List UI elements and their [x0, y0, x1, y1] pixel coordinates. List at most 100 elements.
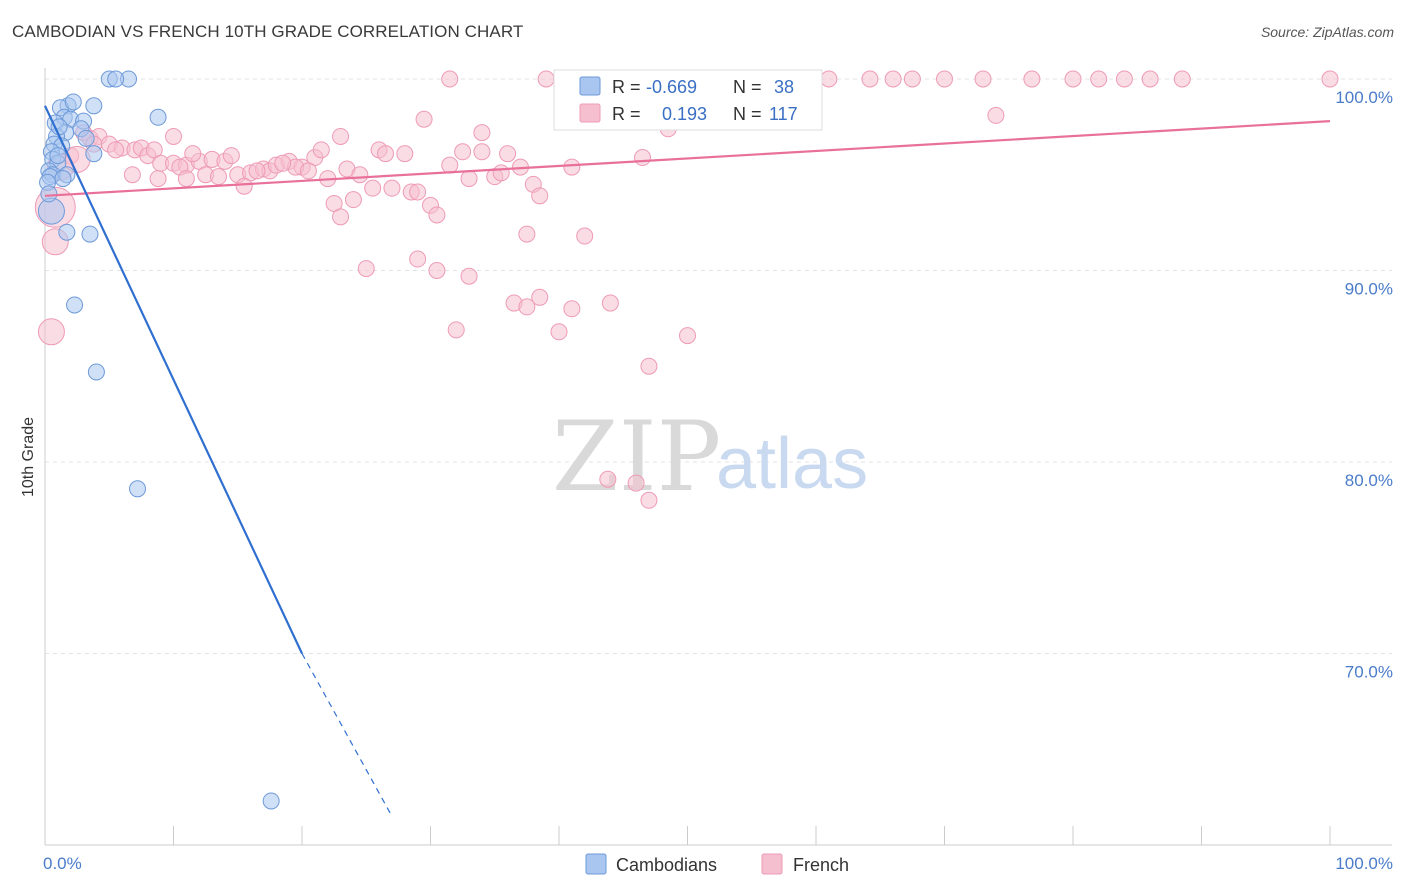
french-point — [364, 179, 382, 197]
french-point — [396, 145, 414, 163]
x-tick-label-min: 0.0% — [43, 854, 82, 873]
french-point — [165, 127, 182, 145]
french-point — [428, 262, 446, 279]
french-point — [1023, 70, 1041, 88]
french-point — [332, 127, 350, 145]
french-point — [974, 70, 992, 88]
legend-n-value: 117 — [769, 104, 798, 124]
legend-n-label: N = — [733, 77, 762, 97]
french-point — [441, 156, 459, 174]
legend-r-label: R = — [612, 77, 641, 97]
french-point — [563, 300, 581, 318]
watermark-zip: ZIP — [552, 401, 721, 513]
french-point — [537, 70, 555, 88]
french-point — [820, 70, 838, 88]
french-point — [634, 149, 652, 167]
french-point — [473, 124, 491, 142]
cambodian-point — [85, 145, 103, 163]
cambodian-point — [40, 185, 58, 203]
french-point — [1141, 70, 1159, 88]
french-point — [149, 170, 167, 188]
watermark-atlas: atlas — [716, 424, 868, 504]
legend: R = -0.669 N = 38 R = 0.193 N = 117 — [553, 69, 823, 131]
cambodian-point — [58, 223, 76, 241]
french-point — [1090, 70, 1108, 88]
cambodian-point — [85, 97, 103, 115]
x-tick-label-max: 100.0% — [1335, 854, 1393, 873]
cambodian-trend-extension — [301, 653, 393, 817]
french-point — [441, 70, 459, 88]
french-point — [222, 147, 240, 165]
french-point — [409, 250, 427, 268]
cambodian-point — [149, 108, 167, 126]
french-point — [936, 70, 953, 88]
french-point — [447, 321, 465, 339]
french-point — [123, 166, 141, 184]
french-point — [518, 298, 536, 316]
source-label: Source: ZipAtlas.com — [1260, 24, 1394, 40]
y-tick-label: 80.0% — [1345, 471, 1393, 490]
french-point — [499, 145, 517, 163]
french-point — [531, 288, 549, 306]
cambodian-point — [49, 147, 67, 165]
french-point — [454, 143, 472, 161]
legend-r-value: -0.669 — [646, 77, 697, 97]
axes — [44, 68, 1392, 846]
tick-labels: 70.0% 80.0% 90.0% 100.0% 0.0% 100.0% — [43, 88, 1393, 873]
french-point — [903, 70, 921, 88]
gridlines — [45, 78, 1392, 654]
cambodian-point — [129, 480, 147, 498]
legend-n-label: N = — [733, 104, 762, 124]
french-point — [274, 154, 292, 172]
french-point — [460, 267, 478, 285]
french-point — [473, 143, 491, 161]
legend-r-value: 0.193 — [662, 104, 707, 124]
french-point — [563, 158, 581, 176]
legend-swatch-french — [579, 103, 601, 123]
french-point — [576, 227, 594, 245]
cambodian-point — [54, 170, 72, 188]
legend-r-label: R = — [612, 104, 641, 124]
french-point — [531, 187, 549, 205]
french-point — [550, 323, 568, 341]
french-point — [518, 225, 536, 243]
french-point — [987, 106, 1005, 124]
cambodian-point — [64, 93, 82, 111]
french-point — [184, 145, 202, 163]
french-point — [107, 141, 125, 159]
cambodian-point — [81, 225, 99, 243]
cambodian-point — [262, 792, 280, 810]
french-point — [1173, 70, 1191, 88]
french-point — [1064, 70, 1082, 88]
cambodian-point — [37, 197, 65, 225]
french-point — [383, 179, 401, 197]
y-tick-label: 70.0% — [1345, 663, 1393, 682]
french-point — [235, 177, 253, 195]
french-point — [351, 166, 369, 184]
bottom-legend-cambodians: Cambodians — [616, 855, 717, 875]
bottom-legend-swatch-french — [761, 853, 783, 875]
french-point — [884, 70, 902, 88]
french-point — [377, 145, 395, 163]
french-trend-line — [44, 120, 1331, 197]
bottom-legend-french: French — [793, 855, 849, 875]
french-point — [1321, 70, 1339, 88]
cambodian-point — [66, 296, 84, 314]
french-point — [357, 260, 375, 278]
french-point — [209, 168, 227, 186]
french-point — [627, 474, 645, 492]
french-point — [344, 191, 362, 209]
french-point — [640, 357, 658, 375]
french-point — [248, 162, 266, 180]
cambodian-point — [77, 129, 95, 147]
cambodian-trend-line — [44, 105, 303, 654]
french-point — [415, 110, 433, 128]
trend-lines — [44, 105, 1331, 817]
y-tick-label: 90.0% — [1345, 280, 1393, 299]
legend-n-value: 38 — [774, 77, 794, 97]
french-point — [332, 208, 350, 226]
french-point — [428, 206, 446, 224]
chart-title: CAMBODIAN VS FRENCH 10TH GRADE CORRELATI… — [12, 22, 524, 41]
legend-swatch-cambodians — [579, 76, 601, 96]
